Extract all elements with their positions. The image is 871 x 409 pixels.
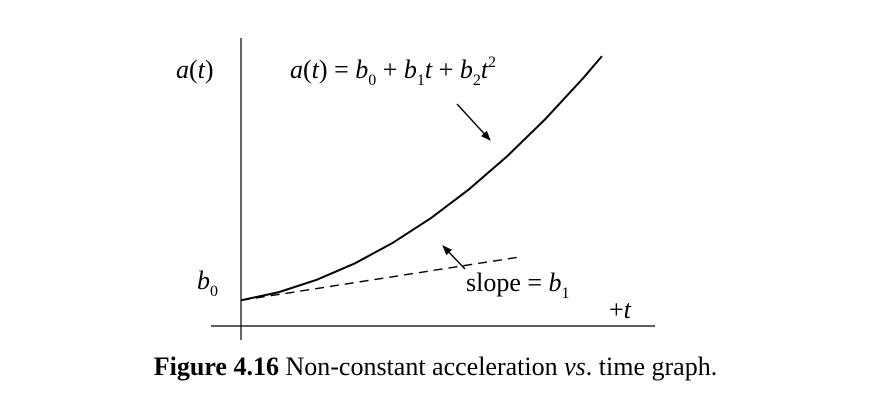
equation-part-3: ) = [319, 55, 355, 84]
y-intercept-subscript: 0 [210, 283, 218, 300]
slope-pointer-arrow [442, 245, 466, 270]
curve-equation-label: a(t) = b0 + b1t + b2t2 [290, 54, 496, 89]
equation-part-10: + [432, 55, 460, 84]
equation-part-0: a [290, 55, 303, 84]
acceleration-curve [240, 55, 603, 302]
y-axis-label-char: ( [189, 55, 198, 84]
x-axis-label-char: t [624, 295, 632, 324]
equation-part-1: ( [303, 55, 312, 84]
caption-text-after: . time graph. [585, 352, 718, 381]
equation-part-4: b [355, 55, 368, 84]
y-axis-label-char: t [198, 55, 206, 84]
figure-caption: Figure 4.16 Non-constant acceleration vs… [0, 351, 871, 383]
y-axis-label: a(t) [176, 55, 214, 84]
y-intercept-label: b0 [197, 266, 218, 300]
y-intercept-symbol: b [197, 266, 210, 295]
equation-part-7: b [404, 55, 417, 84]
caption-vs: vs [564, 352, 586, 381]
y-axis-label-char: a [176, 55, 189, 84]
figure-number: Figure 4.16 [153, 352, 279, 381]
equation-part-12: 2 [473, 72, 481, 89]
equation-part-8: 1 [417, 72, 425, 89]
x-axis-label-char: + [609, 295, 624, 324]
equation-part-5: 0 [368, 72, 376, 89]
tangent-line-dashed [240, 255, 523, 301]
x-axis-label: +t [609, 295, 632, 324]
equation-part-9: t [425, 55, 433, 84]
y-axis-label-char: ) [205, 55, 214, 84]
equation-part-14: 2 [488, 54, 496, 71]
caption-text-before: Non-constant acceleration [285, 352, 558, 381]
equation-part-6: + [376, 55, 404, 84]
equation-part-2: t [312, 55, 320, 84]
equation-part-13: t [481, 55, 489, 84]
slope-part-0: slope = [466, 268, 549, 297]
slope-part-2: 1 [562, 285, 570, 302]
equation-part-11: b [460, 55, 473, 84]
slope-label: slope = b1 [466, 268, 570, 302]
slope-part-1: b [549, 268, 562, 297]
equation-pointer-arrow [456, 103, 491, 141]
